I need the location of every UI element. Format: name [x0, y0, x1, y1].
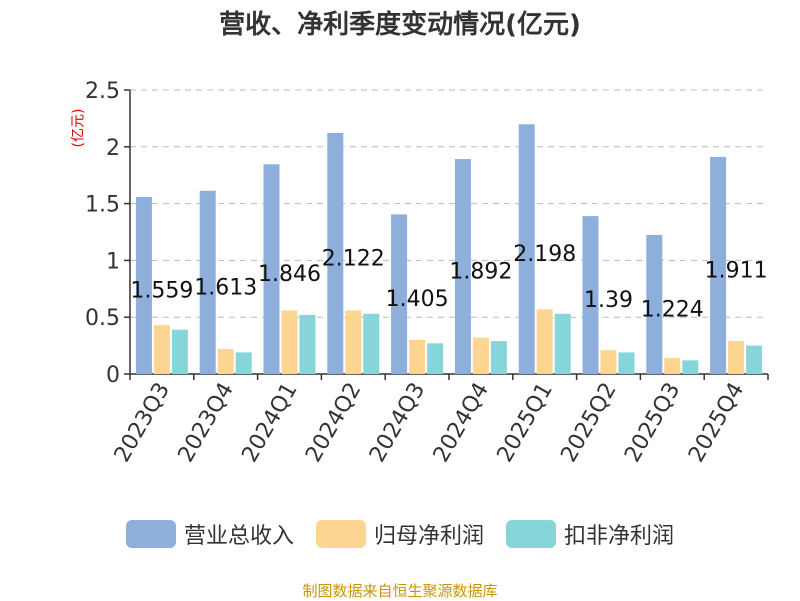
data-label: 1.559 — [130, 278, 193, 303]
bar-deducted-profit — [299, 314, 316, 374]
x-tick-label: 2025Q3 — [620, 379, 685, 467]
data-label: 2.198 — [513, 242, 576, 267]
y-tick-label: 0 — [106, 363, 120, 388]
data-label: 1.846 — [258, 262, 321, 287]
data-label: 2.122 — [322, 246, 385, 271]
bar-revenue — [454, 159, 471, 374]
bar-revenue — [327, 132, 344, 374]
x-tick-label: 2024Q2 — [301, 379, 366, 467]
bar-deducted-profit — [171, 329, 188, 374]
bar-net-profit — [217, 349, 234, 374]
bar-revenue — [199, 190, 216, 374]
chart-title: 营收、净利季度变动情况(亿元) — [219, 10, 581, 40]
bar-revenue — [391, 214, 408, 374]
x-tick-label: 2024Q1 — [237, 379, 302, 467]
legend-label-revenue: 营业总收入 — [183, 524, 294, 549]
bar-revenue — [518, 124, 535, 375]
x-tick-label: 2023Q4 — [174, 379, 239, 467]
y-tick-label: 2.5 — [85, 79, 120, 104]
x-tick-label: 2025Q1 — [493, 379, 558, 467]
data-label: 1.911 — [705, 258, 768, 283]
legend-label-deducted-profit: 扣非净利润 — [564, 524, 675, 549]
bar-deducted-profit — [554, 313, 571, 374]
bar-net-profit — [409, 339, 426, 374]
bar-net-profit — [600, 350, 617, 374]
data-label: 1.613 — [194, 275, 257, 300]
bar-revenue — [710, 156, 727, 374]
x-tick-label: 2024Q4 — [429, 379, 494, 467]
bar-net-profit — [345, 310, 362, 374]
bar-revenue — [263, 164, 280, 374]
bar-net-profit — [728, 341, 745, 374]
data-label: 1.892 — [449, 260, 512, 285]
legend-swatch-deducted-profit — [506, 520, 556, 548]
x-tick-label: 2025Q4 — [684, 379, 749, 467]
legend-swatch-net-profit — [315, 520, 366, 548]
y-tick-label: 1.5 — [85, 193, 120, 218]
legend-label-net-profit: 归母净利润 — [373, 524, 484, 549]
data-label: 1.39 — [584, 288, 633, 313]
data-label: 1.405 — [386, 287, 449, 312]
bar-net-profit — [664, 358, 681, 374]
data-source-note: 制图数据来自恒生聚源数据库 — [302, 582, 498, 600]
bar-revenue — [135, 196, 152, 374]
bar-deducted-profit — [490, 341, 507, 374]
data-label: 1.224 — [641, 297, 704, 322]
bar-deducted-profit — [746, 345, 763, 374]
bar-revenue — [646, 234, 663, 374]
bar-deducted-profit — [618, 352, 635, 374]
y-tick-label: 1 — [106, 249, 120, 274]
x-tick-label: 2024Q3 — [365, 378, 430, 466]
bar-net-profit — [153, 325, 170, 374]
y-tick-label: 2 — [106, 136, 120, 161]
bar-net-profit — [536, 309, 553, 374]
bar-revenue — [582, 216, 599, 374]
bar-net-profit — [281, 310, 298, 374]
bar-deducted-profit — [682, 360, 699, 374]
legend: 营业总收入 归母净利润 扣非净利润 — [0, 518, 800, 550]
legend-swatch-revenue — [125, 520, 176, 548]
legend-item-net-profit[interactable]: 归母净利润 — [315, 518, 484, 550]
bar-deducted-profit — [427, 343, 444, 374]
x-tick-label: 2025Q2 — [556, 379, 621, 467]
x-tick-label: 2023Q3 — [110, 379, 175, 467]
legend-item-deducted-profit[interactable]: 扣非净利润 — [506, 518, 674, 550]
y-tick-label: 0.5 — [85, 306, 120, 331]
legend-item-revenue[interactable]: 营业总收入 — [125, 518, 294, 550]
bar-deducted-profit — [363, 313, 380, 374]
bar-deducted-profit — [235, 352, 252, 374]
bar-net-profit — [472, 337, 489, 374]
